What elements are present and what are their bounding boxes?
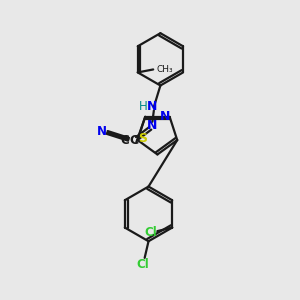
Text: C: C (121, 134, 129, 147)
Text: N: N (97, 125, 107, 138)
Text: CH₃: CH₃ (157, 65, 173, 74)
Text: N: N (147, 100, 158, 113)
Text: S: S (138, 132, 147, 145)
Text: N: N (147, 119, 158, 132)
Text: N: N (160, 110, 170, 123)
Text: Cl: Cl (137, 258, 149, 271)
Text: H: H (139, 100, 148, 113)
Text: C: C (129, 134, 139, 147)
Text: Cl: Cl (144, 226, 157, 239)
